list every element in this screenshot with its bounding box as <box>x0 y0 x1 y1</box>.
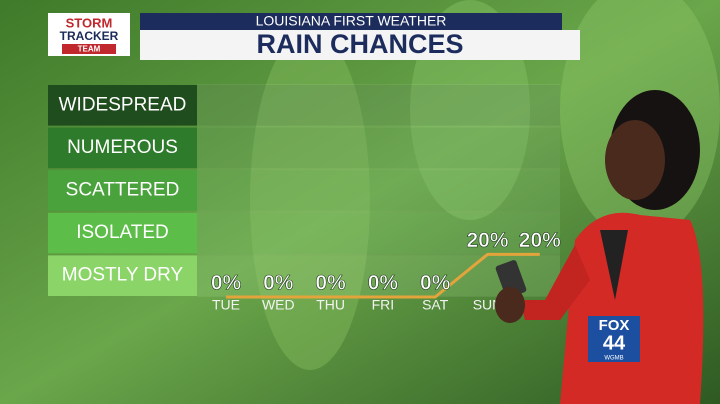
x-tick-label: FRI <box>372 297 395 313</box>
logo: STORM TRACKER TEAM <box>48 13 130 56</box>
value-label: 0% <box>368 272 399 295</box>
station-text: FOX <box>599 317 630 334</box>
chart: WIDESPREAD NUMEROUS SCATTERED ISOLATED MOSTL… <box>48 85 561 313</box>
station-logo: FOX 44 WGMB <box>588 316 640 362</box>
band-label: ISOLATED <box>76 222 169 243</box>
title-bar <box>140 30 580 60</box>
band-swatch <box>48 255 197 296</box>
band-row <box>197 170 560 211</box>
value-label: 0% <box>420 272 451 295</box>
band-row <box>197 127 560 169</box>
x-tick-label: SUN <box>473 297 503 313</box>
chart-subtitle: LOUISIANA FIRST WEATHER <box>256 13 447 29</box>
value-label: 0% <box>263 272 294 295</box>
band-label: NUMEROUS <box>67 137 178 158</box>
x-tick-label: SAT <box>422 297 449 313</box>
x-tick-label: WED <box>262 297 295 313</box>
value-label: 0% <box>211 272 242 295</box>
band-label: WIDESPREAD <box>59 94 187 115</box>
band-swatch <box>48 170 197 211</box>
logo-text: STORM <box>66 15 113 30</box>
station-text: WGMB <box>604 356 623 362</box>
band-label: MOSTLY DRY <box>62 265 184 286</box>
leaf <box>250 30 370 370</box>
x-tick-label: TUE <box>212 297 240 313</box>
rain-line <box>226 252 540 299</box>
band-swatch <box>48 212 197 254</box>
subtitle-bar <box>140 13 562 30</box>
logo-text: TRACKER <box>60 29 119 43</box>
value-label: 20% <box>519 229 561 252</box>
chart-title: RAIN CHANCES <box>256 29 463 59</box>
band-swatch <box>48 85 197 126</box>
band-row <box>197 212 560 254</box>
x-tick-label: THU <box>316 297 345 313</box>
band-swatch <box>48 127 197 169</box>
value-label: 20% <box>466 229 508 252</box>
station-text: 44 <box>603 332 626 354</box>
band-label: SCATTERED <box>66 180 180 201</box>
logo-text: TEAM <box>78 45 101 54</box>
value-label: 0% <box>315 272 346 295</box>
plot-area <box>197 84 560 297</box>
band-row <box>197 85 560 126</box>
